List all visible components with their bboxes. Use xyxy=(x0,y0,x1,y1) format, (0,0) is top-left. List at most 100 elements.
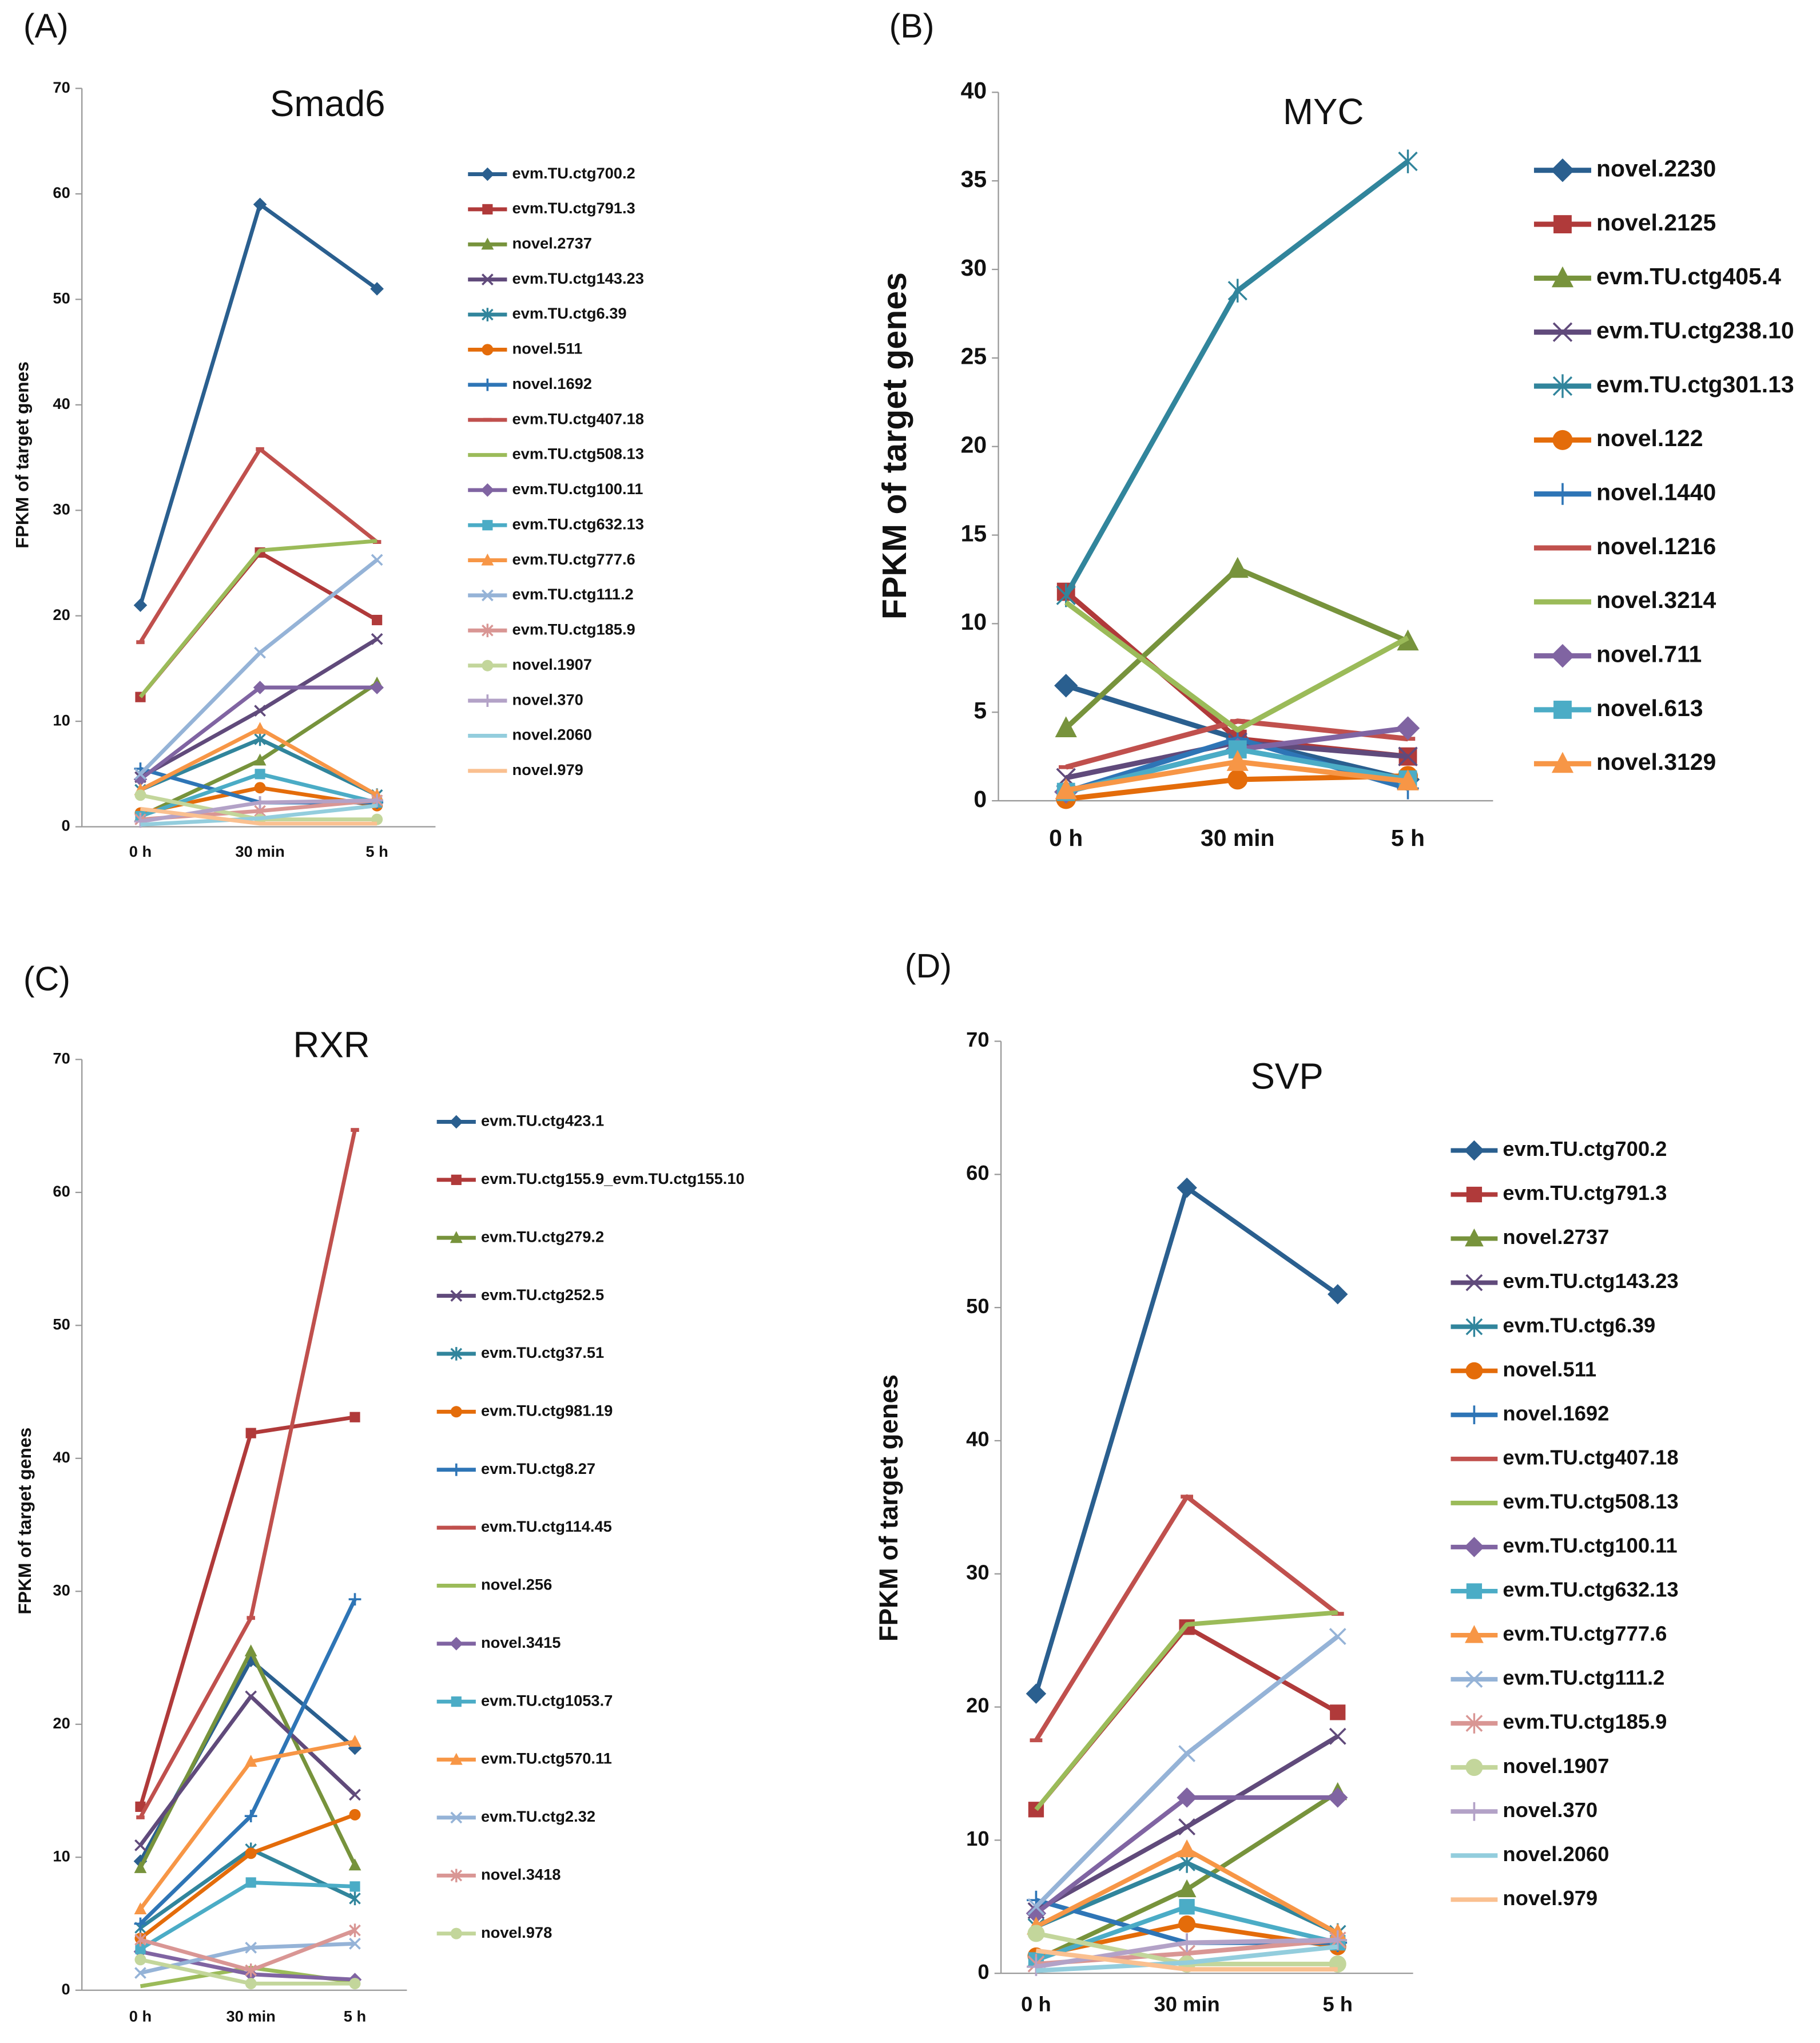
panel-label: (A) xyxy=(23,7,69,45)
point xyxy=(1330,1704,1346,1720)
legend-label: evm.TU.ctg6.39 xyxy=(1503,1313,1655,1337)
y-tick-label: 70 xyxy=(53,78,70,96)
legend-label: evm.TU.ctg791.3 xyxy=(1503,1181,1667,1205)
point xyxy=(349,1978,361,1990)
legend-label: novel.979 xyxy=(1503,1886,1598,1910)
y-tick-label: 30 xyxy=(53,1581,70,1599)
point xyxy=(245,1941,257,1954)
x-tick-label: 0 h xyxy=(129,842,152,860)
chart-panel: (A) Smad6 FPKM of target genes 0 10 20 30 40 50 6… xyxy=(11,7,644,861)
point xyxy=(1227,279,1247,303)
legend-marker xyxy=(482,344,494,356)
point xyxy=(134,789,146,801)
legend-marker xyxy=(1465,1671,1483,1688)
legend-marker xyxy=(450,1290,463,1302)
series-line xyxy=(1034,1494,1340,1742)
point xyxy=(370,681,384,694)
legend-label: evm.TU.ctg407.18 xyxy=(512,410,644,427)
point xyxy=(134,815,147,828)
y-axis-label: FPKM of target genes xyxy=(876,272,913,619)
point xyxy=(371,633,383,645)
legend-marker xyxy=(482,308,494,321)
legend-marker xyxy=(450,1231,463,1243)
x-tick-label: 0 h xyxy=(1021,1993,1051,2016)
legend-marker xyxy=(1465,1228,1484,1247)
point xyxy=(134,1954,146,1966)
point xyxy=(1328,1787,1348,1808)
legend-label: evm.TU.ctg143.23 xyxy=(512,269,644,287)
point xyxy=(1329,1628,1346,1645)
point xyxy=(1027,1925,1045,1942)
point xyxy=(349,1937,361,1950)
legend-label: novel.2737 xyxy=(1503,1225,1609,1249)
y-tick-label: 30 xyxy=(966,1560,989,1584)
point xyxy=(254,782,266,794)
point xyxy=(244,1810,257,1823)
y-tick-label: 20 xyxy=(53,1714,70,1732)
legend-label: evm.TU.ctg508.13 xyxy=(1503,1489,1678,1513)
panel-label: (D) xyxy=(905,947,952,985)
legend-label: novel.1216 xyxy=(1596,533,1716,559)
legend-label: novel.1692 xyxy=(1503,1401,1609,1425)
legend-marker xyxy=(481,694,494,707)
y-tick-label: 70 xyxy=(53,1050,70,1067)
legend-label: novel.511 xyxy=(1503,1357,1596,1381)
point xyxy=(1055,778,1077,800)
legend-label: evm.TU.ctg279.2 xyxy=(481,1227,604,1245)
y-tick-label: 25 xyxy=(961,343,987,369)
chart-title: Smad6 xyxy=(270,84,386,124)
legend-label: evm.TU.ctg238.10 xyxy=(1596,317,1794,344)
legend-marker xyxy=(481,378,494,391)
series-line xyxy=(139,558,379,776)
point xyxy=(1177,1879,1197,1898)
legend-label: evm.TU.ctg2.32 xyxy=(481,1807,595,1825)
series-line xyxy=(1036,1944,1338,1973)
legend-label: novel.2060 xyxy=(512,726,592,744)
y-tick-label: 60 xyxy=(53,184,70,201)
point xyxy=(349,1923,361,1937)
panel-label: (B) xyxy=(889,7,935,45)
y-tick-label: 50 xyxy=(966,1294,989,1318)
legend-label: novel.2060 xyxy=(1503,1842,1609,1866)
point xyxy=(371,554,383,566)
legend-marker xyxy=(1465,1625,1484,1643)
legend-label: novel.2125 xyxy=(1596,209,1716,236)
point xyxy=(349,1788,361,1801)
legend-label: novel.256 xyxy=(481,1576,552,1593)
legend-marker xyxy=(1551,158,1575,182)
chart-title: MYC xyxy=(1283,92,1364,132)
legend-marker xyxy=(481,237,494,250)
point xyxy=(253,796,267,809)
x-tick-label: 30 min xyxy=(226,2008,275,2025)
legend-marker xyxy=(450,1347,463,1361)
legend-label: evm.TU.ctg114.45 xyxy=(481,1517,612,1535)
chart-title: RXR xyxy=(293,1025,369,1066)
legend-label: novel.2230 xyxy=(1596,156,1716,182)
point xyxy=(1226,557,1249,578)
y-tick-label: 60 xyxy=(53,1182,70,1200)
y-tick-label: 40 xyxy=(961,77,987,104)
legend-marker xyxy=(1553,701,1572,719)
chart-panel: (B) MYC FPKM of target genes 0 5 10 15 20 25 30 35… xyxy=(876,7,1794,851)
legend-marker xyxy=(1465,1362,1483,1380)
legend-label: evm.TU.ctg143.23 xyxy=(1503,1269,1678,1293)
point xyxy=(253,197,267,212)
chart-panel: (D) SVP FPKM of target genes 0 10 20 30 40 50 60 7… xyxy=(874,947,1679,2016)
legend-marker xyxy=(451,1174,462,1185)
legend-marker xyxy=(450,1927,462,1939)
legend-label: evm.TU.ctg407.18 xyxy=(1503,1445,1678,1469)
legend-label: novel.511 xyxy=(512,340,583,357)
legend-label: evm.TU.ctg777.6 xyxy=(512,550,635,568)
legend-label: novel.370 xyxy=(512,690,583,708)
legend-marker xyxy=(482,659,494,671)
point xyxy=(1398,149,1418,173)
legend-marker xyxy=(1551,266,1574,288)
point xyxy=(370,282,384,296)
point xyxy=(245,1877,256,1888)
legend-label: evm.TU.ctg111.2 xyxy=(1503,1666,1664,1690)
point xyxy=(1177,1933,1197,1952)
y-tick-label: 20 xyxy=(966,1694,989,1717)
x-tick-label: 0 h xyxy=(129,2008,152,2025)
point xyxy=(1397,769,1419,790)
x-tick-label: 5 h xyxy=(344,2008,366,2025)
